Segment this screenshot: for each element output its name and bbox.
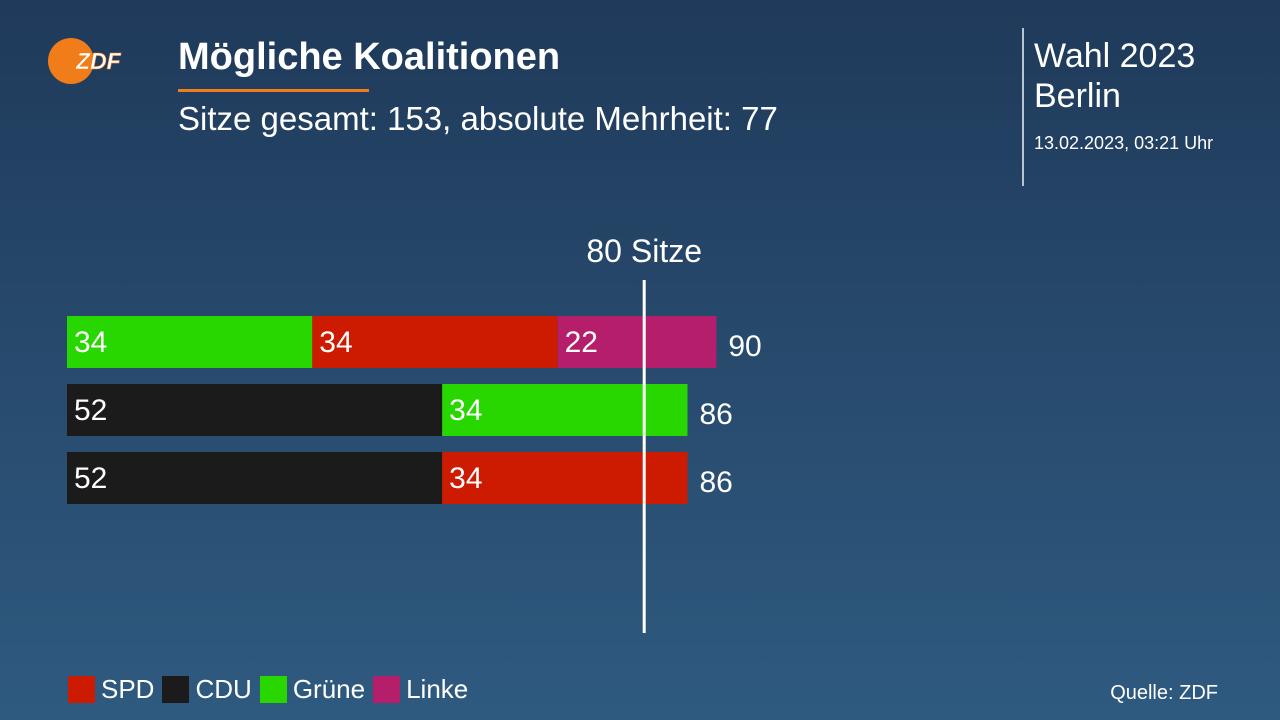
segment-value-label: 52	[74, 462, 107, 495]
legend-label-cdu: CDU	[195, 673, 252, 704]
bar-segment-cdu	[67, 452, 443, 504]
legend: SPD CDU Grüne Linke	[68, 674, 476, 704]
segment-value-label: 34	[319, 326, 352, 359]
header-divider	[1022, 28, 1024, 186]
legend-item-spd: SPD	[68, 674, 154, 705]
segment-value-label: 34	[449, 462, 482, 495]
segment-value-label: 52	[74, 394, 107, 427]
title-underline	[178, 89, 369, 92]
bar-segment-spd	[442, 452, 688, 504]
timestamp: 13.02.2023, 03:21 Uhr	[1034, 133, 1214, 153]
election-title: Wahl 2023 Berlin	[1034, 36, 1195, 116]
election-region: Berlin	[1034, 77, 1121, 115]
legend-label-spd: SPD	[101, 673, 155, 704]
legend-item-linke: Linke	[373, 674, 468, 705]
chart-title: Mögliche Koalitionen	[178, 36, 561, 78]
bar-segment-spd	[312, 316, 558, 368]
zdf-logo-text: ZDF	[75, 48, 122, 74]
majority-reference-label: 80 Sitze	[586, 233, 702, 269]
bar-segment-gruene	[67, 316, 313, 368]
election-name: Wahl 2023	[1034, 37, 1196, 75]
legend-label-gruene: Grüne	[292, 673, 366, 704]
source-note: Quelle: ZDF	[1110, 682, 1218, 704]
legend-swatch-cdu	[162, 675, 190, 703]
legend-swatch-spd	[68, 675, 95, 703]
coalition-total-label: 86	[699, 398, 732, 431]
zdf-logo-circle	[48, 38, 94, 84]
legend-swatch-linke	[373, 675, 401, 703]
chart-subtitle: Sitze gesamt: 153, absolute Mehrheit: 77	[178, 100, 778, 137]
coalition-total-label: 90	[728, 330, 761, 363]
legend-item-gruene: Grüne	[259, 673, 366, 705]
bar-segment-gruene	[442, 384, 688, 436]
legend-label-linke: Linke	[406, 673, 469, 704]
bar-segment-linke	[557, 316, 717, 368]
segment-value-label: 22	[565, 326, 598, 359]
zdf-logo: ZDF	[48, 38, 122, 84]
segment-value-label: 34	[449, 394, 482, 427]
legend-item-cdu: CDU	[162, 673, 252, 705]
coalition-total-label: 86	[699, 466, 732, 499]
legend-swatch-gruene	[259, 675, 287, 703]
segment-value-label: 34	[74, 326, 107, 359]
bar-segment-cdu	[67, 384, 443, 436]
